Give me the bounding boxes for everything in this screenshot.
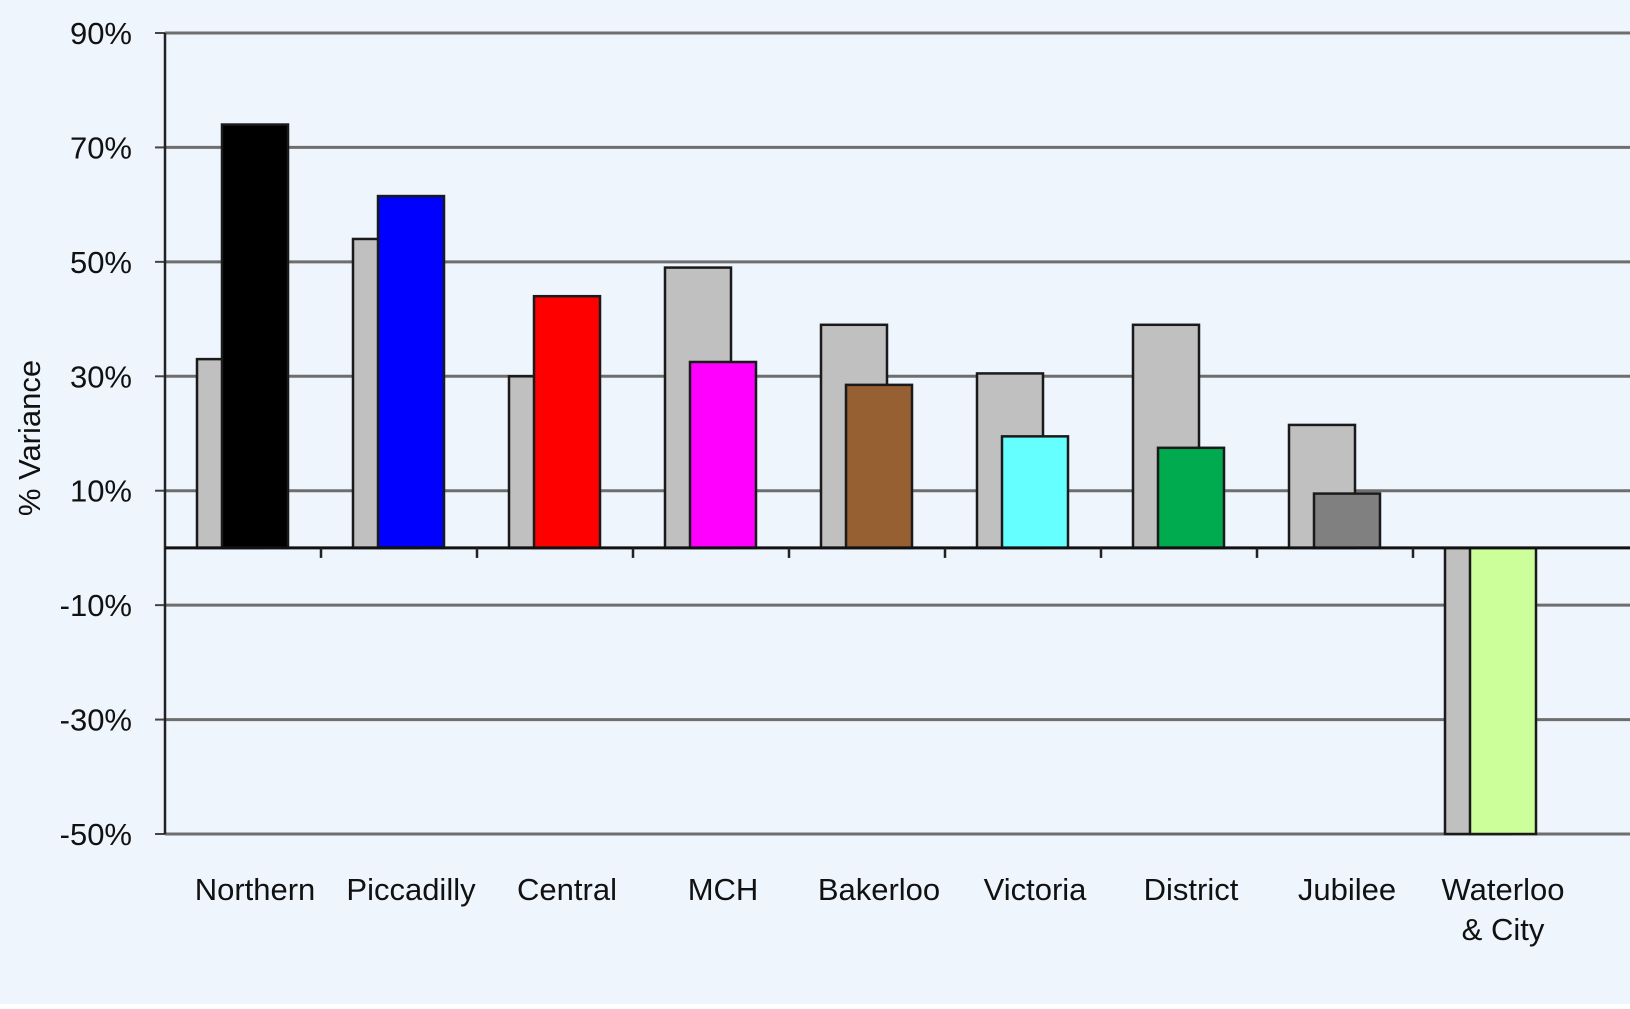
x-category-label: & City (1462, 912, 1545, 947)
bars (195, 123, 1538, 836)
bar-series-2 (220, 123, 290, 550)
x-category-label: MCH (688, 872, 759, 907)
bar-series-2 (688, 360, 758, 550)
bar-series-2 (1156, 446, 1226, 550)
bar-series-2 (376, 194, 446, 550)
y-tick-label: 10% (70, 474, 132, 509)
y-tick-label: 50% (70, 245, 132, 280)
axes (163, 33, 1630, 834)
y-tick-label: -30% (60, 703, 132, 738)
bar-series-2 (1468, 546, 1538, 836)
x-category-label: Jubilee (1298, 872, 1396, 907)
y-tick-label: 70% (70, 130, 132, 165)
x-category-label: Victoria (984, 872, 1088, 907)
x-category-label: Bakerloo (818, 872, 940, 907)
y-tick-label: 90% (70, 16, 132, 51)
x-category-label: Piccadilly (346, 872, 476, 907)
bar-series-2 (1000, 435, 1070, 550)
bar-series-2 (844, 383, 914, 550)
labels: 90% 70% 50% 30% 10% -10% -30% -50% Northern Picca… (60, 16, 1565, 947)
y-tick-label: 30% (70, 359, 132, 394)
bar-series-2 (1312, 492, 1382, 550)
x-category-label: Waterloo (1442, 872, 1565, 907)
y-tick-label: -50% (60, 817, 132, 852)
y-axis-title: % Variance (12, 360, 47, 516)
x-category-label: District (1144, 872, 1239, 907)
bar-series-2 (532, 294, 602, 550)
x-category-label: Northern (195, 872, 316, 907)
x-category-label: Central (517, 872, 617, 907)
y-tick-label: -10% (60, 588, 132, 623)
